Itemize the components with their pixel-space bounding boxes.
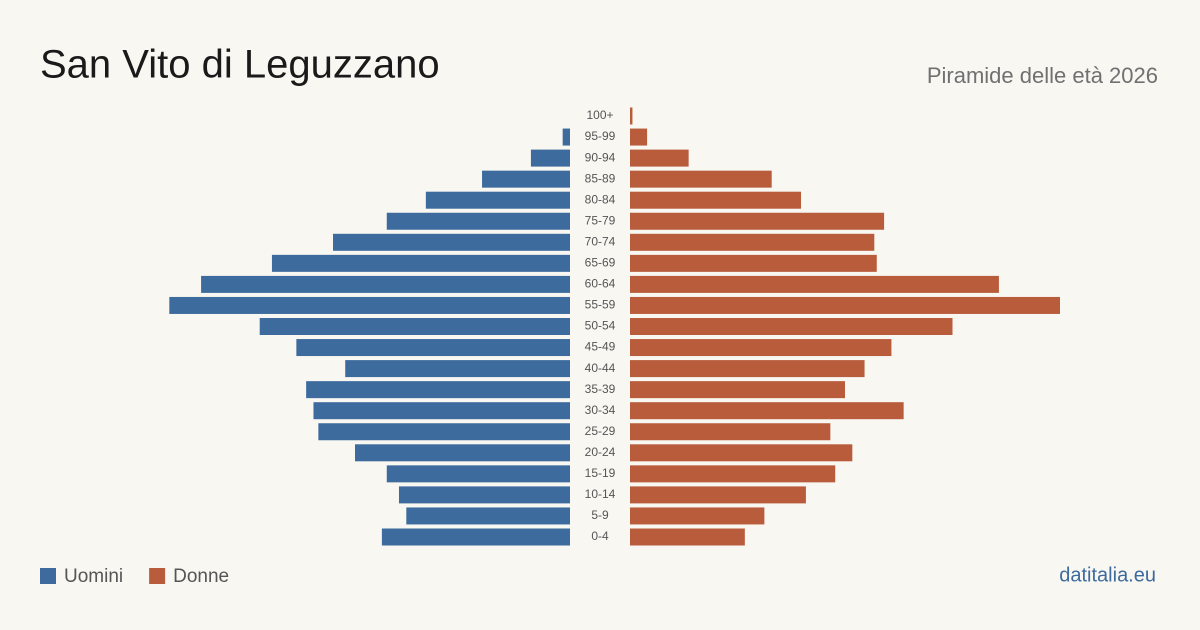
bar bbox=[345, 360, 570, 378]
legend-label: Uomini bbox=[64, 566, 123, 587]
age-label: 50-54 bbox=[585, 319, 616, 333]
age-label: 35-39 bbox=[585, 382, 616, 396]
bar bbox=[259, 318, 570, 335]
bar bbox=[630, 360, 865, 378]
age-label: 55-59 bbox=[585, 298, 616, 312]
legend-label: Donne bbox=[173, 566, 229, 587]
bar bbox=[630, 212, 885, 230]
bar bbox=[201, 275, 571, 293]
bar bbox=[630, 275, 999, 293]
bar bbox=[630, 149, 689, 167]
age-label: 70-74 bbox=[585, 234, 616, 248]
age-label: 75-79 bbox=[585, 213, 616, 227]
bar bbox=[630, 423, 831, 441]
bar bbox=[630, 296, 1060, 314]
age-label: 100+ bbox=[586, 108, 613, 122]
bar bbox=[318, 423, 570, 441]
age-label: 95-99 bbox=[585, 129, 616, 143]
age-label: 85-89 bbox=[585, 171, 616, 185]
bar bbox=[630, 170, 772, 188]
bar bbox=[630, 233, 875, 251]
age-label: 40-44 bbox=[585, 361, 616, 375]
legend-swatch bbox=[149, 568, 166, 584]
bar bbox=[630, 318, 953, 335]
age-label: 45-49 bbox=[585, 340, 616, 354]
bar bbox=[313, 402, 570, 420]
bar bbox=[630, 191, 802, 209]
bar bbox=[386, 465, 570, 483]
age-label: 65-69 bbox=[585, 256, 616, 270]
source: datitalia.eu bbox=[1059, 564, 1156, 586]
bar bbox=[630, 107, 633, 125]
chart-subtitle: Piramide delle età 2026 bbox=[927, 63, 1158, 88]
bar bbox=[355, 444, 570, 462]
bar bbox=[406, 507, 570, 525]
bar bbox=[630, 339, 892, 357]
bar bbox=[386, 212, 570, 230]
bar bbox=[562, 128, 570, 146]
age-label: 15-19 bbox=[585, 466, 616, 480]
bar bbox=[630, 254, 877, 272]
age-label: 0-4 bbox=[591, 529, 609, 543]
age-label: 60-64 bbox=[585, 277, 616, 291]
chart-title: San Vito di Leguzzano bbox=[40, 43, 440, 87]
bar bbox=[630, 128, 648, 146]
bar bbox=[169, 296, 570, 314]
bar bbox=[296, 339, 570, 357]
legend-swatch bbox=[40, 568, 56, 584]
age-label: 20-24 bbox=[585, 445, 616, 459]
age-label: 5-9 bbox=[591, 508, 609, 522]
bar bbox=[630, 528, 745, 546]
age-label: 90-94 bbox=[585, 150, 616, 164]
bar bbox=[630, 402, 904, 420]
age-label: 10-14 bbox=[585, 487, 616, 501]
bar bbox=[381, 528, 570, 546]
bar bbox=[530, 149, 570, 167]
bar bbox=[306, 381, 570, 399]
age-label: 30-34 bbox=[585, 403, 616, 417]
bar bbox=[271, 254, 570, 272]
bar bbox=[482, 170, 570, 188]
bar bbox=[398, 486, 570, 504]
bar bbox=[630, 381, 845, 399]
bar bbox=[630, 507, 765, 525]
age-label: 25-29 bbox=[585, 424, 616, 438]
bar bbox=[333, 233, 570, 251]
bar bbox=[630, 486, 806, 504]
age-label: 80-84 bbox=[585, 192, 616, 206]
bar bbox=[630, 465, 836, 483]
bar bbox=[630, 444, 853, 462]
bar bbox=[425, 191, 570, 209]
